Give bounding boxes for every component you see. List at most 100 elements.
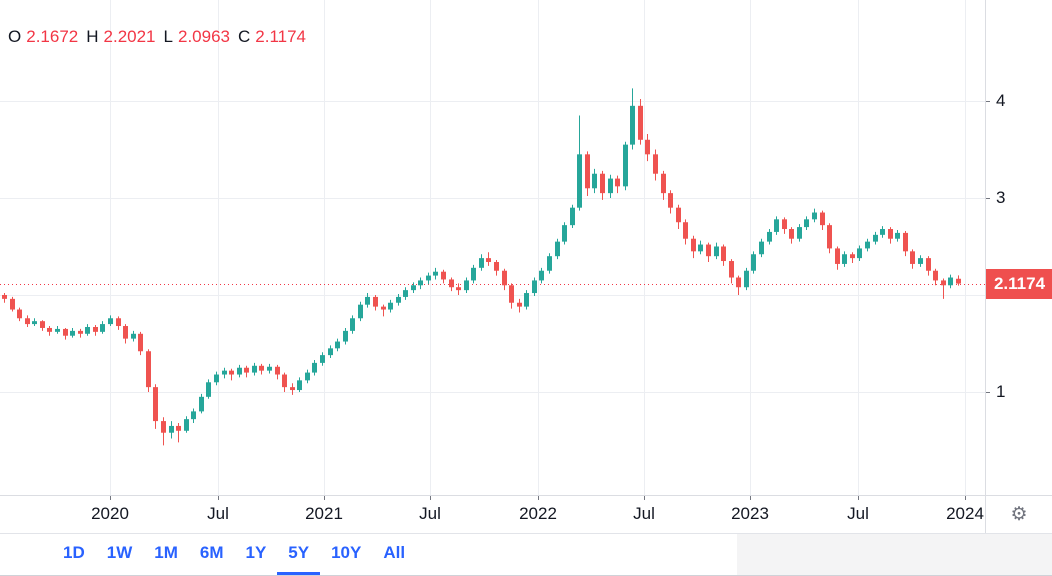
candle-body [153, 387, 158, 422]
candle-body [623, 144, 628, 187]
range-button-1y[interactable]: 1Y [234, 534, 277, 575]
ohlc-high-label: H [86, 27, 99, 46]
candle-body [494, 262, 499, 271]
range-button-5y[interactable]: 5Y [277, 534, 321, 575]
candle-body [729, 261, 734, 278]
candle-body [116, 318, 121, 327]
candle-body [918, 258, 923, 264]
candle-body [532, 280, 537, 294]
candle-body [842, 254, 847, 264]
time-scale[interactable]: 2020 Jul 2021 Jul 2022 Jul 2023 Jul 2024 [0, 495, 985, 533]
candle-body [502, 270, 507, 286]
candle-body [93, 326, 98, 332]
time-axis-label: 2024 [946, 504, 984, 523]
candle-body [312, 362, 317, 373]
candle-body [812, 212, 817, 220]
candle-body [40, 321, 45, 328]
candle-body [320, 355, 325, 363]
candle-body [411, 285, 416, 291]
candle-body [108, 318, 113, 325]
candle-body [161, 421, 166, 433]
time-axis-label: 2023 [731, 504, 769, 523]
candle-body [259, 365, 264, 371]
price-axis-tick [986, 198, 990, 199]
candle-body [456, 287, 461, 291]
candle-body [297, 380, 302, 391]
candle-body [820, 212, 825, 226]
candle-body [47, 327, 52, 332]
range-button-all[interactable]: All [372, 534, 416, 575]
candle-body [426, 275, 431, 281]
candle-body [418, 280, 423, 286]
candle-body [910, 251, 915, 264]
candle-body [388, 302, 393, 310]
candle-body [479, 258, 484, 268]
candle-body [585, 154, 590, 189]
candle-body [100, 324, 105, 332]
candle-body [138, 333, 143, 352]
range-button-1m[interactable]: 1M [143, 534, 189, 575]
candle-body [653, 154, 658, 174]
candle-body [509, 285, 514, 303]
candle-body [32, 321, 37, 325]
time-axis-tick [858, 496, 859, 500]
time-axis-label: Jul [419, 504, 441, 523]
range-button-1w[interactable]: 1W [96, 534, 144, 575]
ohlc-close-label: C [237, 27, 251, 46]
gear-icon[interactable]: ⚙ [1010, 504, 1028, 525]
candle-body [661, 173, 666, 194]
candle-body [25, 318, 30, 325]
candle-body [169, 425, 174, 433]
candle-body [926, 258, 931, 271]
candle-body [903, 232, 908, 252]
candle-body [517, 302, 522, 307]
range-button-6m[interactable]: 6M [189, 534, 235, 575]
candle-body [948, 277, 953, 286]
candle-body [774, 219, 779, 232]
candle-body [850, 254, 855, 259]
candle-body [17, 309, 22, 319]
price-axis-tick [986, 101, 990, 102]
candle-body [638, 105, 643, 140]
candle-body [789, 229, 794, 239]
candle-body [2, 294, 7, 299]
range-button-1d[interactable]: 1D [52, 534, 96, 575]
range-button-10y[interactable]: 10Y [320, 534, 372, 575]
ohlc-low-value: 2.0963 [177, 27, 230, 46]
time-axis-tick [644, 496, 645, 500]
time-axis-tick [750, 496, 751, 500]
candle-body [751, 254, 756, 271]
candle-body [237, 367, 242, 375]
time-axis-label: 2020 [91, 504, 129, 523]
candle-body [10, 298, 15, 310]
candle-body [486, 258, 491, 263]
candle-body [804, 219, 809, 228]
candle-body [956, 278, 961, 284]
price-scale[interactable]: 2.1174 4 3 1 [985, 0, 1052, 533]
candle-body [433, 271, 438, 276]
candle-body [714, 246, 719, 257]
candle-body [880, 229, 885, 235]
candle-body [396, 296, 401, 303]
time-axis-label: 2022 [519, 504, 557, 523]
time-axis-label: Jul [847, 504, 869, 523]
candle-body [229, 370, 234, 375]
candle-body [365, 296, 370, 305]
candle-body [759, 241, 764, 255]
candlestick-chart[interactable] [0, 0, 985, 495]
candle-body [214, 374, 219, 383]
candle-body [592, 173, 597, 189]
candle-body [123, 326, 128, 339]
time-axis-tick [324, 496, 325, 500]
ohlc-low-label: L [163, 27, 173, 46]
ohlc-open-value: 2.1672 [26, 27, 79, 46]
candle-body [888, 229, 893, 239]
candle-body [668, 193, 673, 208]
candle-body [305, 372, 310, 381]
candle-body [63, 328, 68, 336]
candle-body [70, 330, 75, 336]
time-axis-tick [110, 496, 111, 500]
candle-body [577, 154, 582, 208]
candle-body [441, 271, 446, 280]
chart-plot-area[interactable] [0, 0, 985, 495]
